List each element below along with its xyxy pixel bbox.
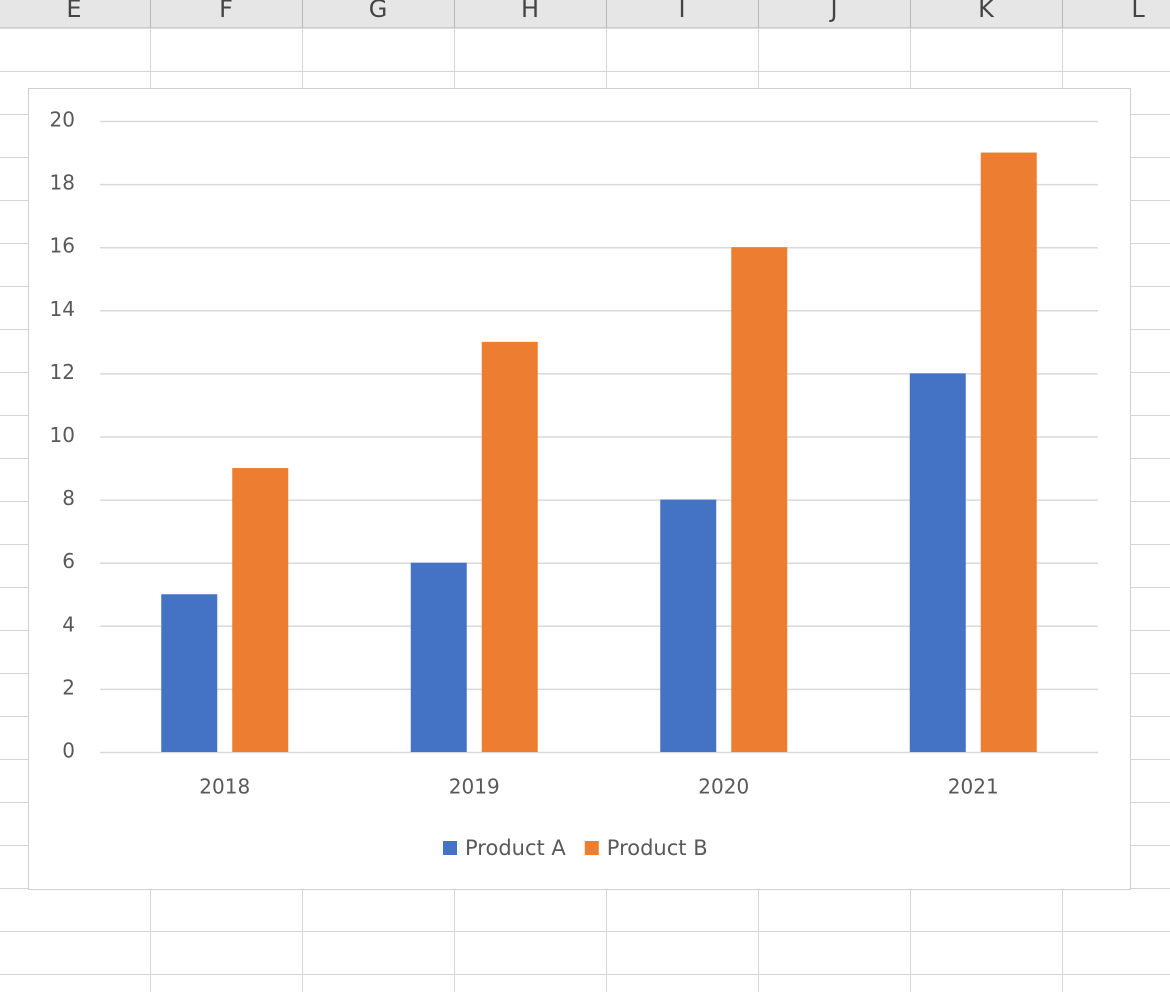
y-tick-label: 16 [50, 234, 75, 258]
column-header: G [369, 0, 388, 23]
column-header: H [521, 0, 539, 23]
legend-label: Product A [465, 836, 566, 860]
column-header: F [219, 0, 233, 23]
y-tick-label: 12 [50, 360, 75, 384]
x-tick-label: 2018 [199, 775, 250, 799]
x-tick-label: 2019 [449, 775, 500, 799]
x-tick-label: 2020 [698, 775, 749, 799]
bar [660, 499, 717, 752]
bar [909, 373, 966, 752]
bar [232, 468, 289, 752]
y-tick-label: 4 [62, 612, 75, 636]
legend-swatch [443, 841, 457, 855]
y-tick-label: 8 [62, 486, 75, 510]
bar [410, 562, 467, 752]
column-header: I [678, 0, 685, 23]
y-tick-label: 10 [50, 423, 75, 447]
bar [731, 247, 788, 752]
column-header: J [828, 0, 837, 23]
y-tick-label: 0 [62, 739, 75, 763]
column-header: E [66, 0, 81, 23]
bar [481, 341, 538, 752]
y-tick-label: 14 [50, 297, 75, 321]
y-tick-label: 2 [62, 675, 75, 699]
y-tick-label: 18 [50, 171, 75, 195]
x-tick-label: 2021 [948, 775, 999, 799]
column-header: L [1131, 0, 1145, 23]
column-header-bar [0, 0, 1170, 28]
bar [161, 594, 218, 752]
y-tick-label: 20 [50, 108, 75, 132]
column-header: K [978, 0, 995, 23]
bar [980, 152, 1037, 753]
legend-swatch [584, 841, 599, 855]
y-tick-label: 6 [62, 549, 75, 573]
legend-label: Product B [607, 836, 708, 860]
